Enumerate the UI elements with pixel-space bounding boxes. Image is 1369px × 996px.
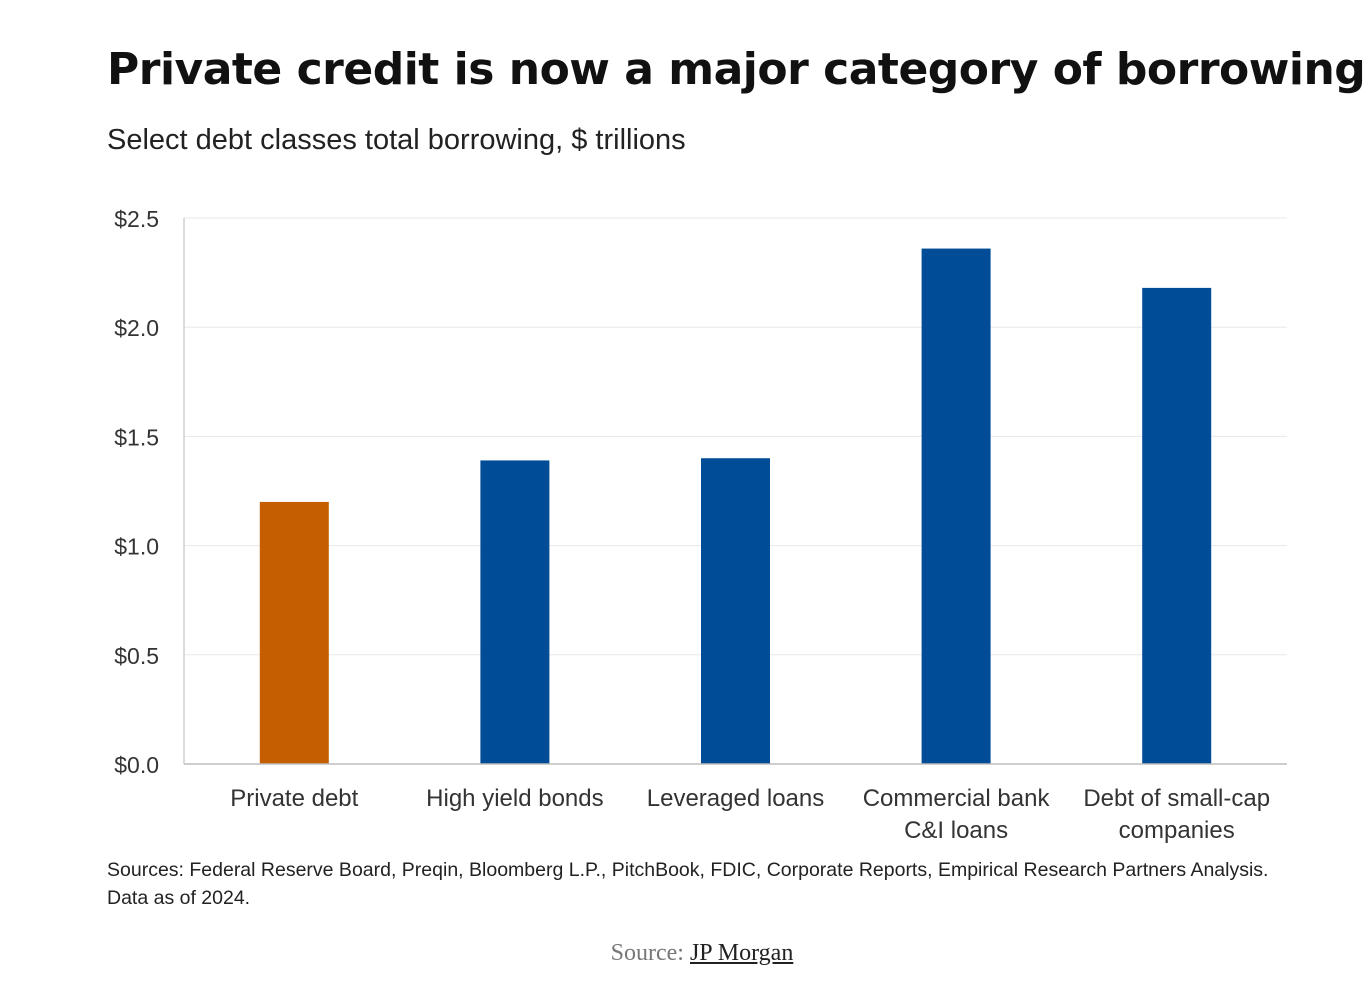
x-tick-label: Commercial bank	[863, 785, 1051, 812]
x-tick-label: High yield bonds	[426, 785, 603, 812]
bar	[921, 248, 991, 765]
x-tick-label: Private debt	[230, 785, 358, 812]
bar	[701, 458, 770, 764]
chart-title: Private credit is now a major category o…	[107, 44, 1366, 95]
source-link[interactable]: JP Morgan	[689, 940, 794, 966]
y-tick-label: $0.5	[114, 643, 159, 669]
bar	[1142, 287, 1212, 764]
y-tick-label: $2.0	[114, 315, 159, 341]
chart-subtitle: Select debt classes total borrowing, $ t…	[107, 124, 686, 156]
bar	[480, 460, 550, 764]
y-tick-label: $1.0	[114, 534, 159, 560]
x-tick-label: Debt of small-cap	[1083, 785, 1270, 812]
y-tick-label: $0.0	[114, 752, 159, 778]
x-tick-label: C&I loans	[904, 817, 1008, 844]
x-tick-label: Leveraged loans	[647, 785, 824, 812]
y-tick-label: $2.5	[114, 206, 159, 232]
x-tick-label: companies	[1119, 817, 1235, 844]
source-prefix: Source:	[610, 940, 684, 966]
source-line: Source: JP Morgan	[0, 940, 1369, 967]
bar	[259, 501, 329, 764]
chart-sources-note: Sources: Federal Reserve Board, Preqin, …	[107, 859, 1269, 909]
y-tick-label: $1.5	[114, 424, 159, 450]
